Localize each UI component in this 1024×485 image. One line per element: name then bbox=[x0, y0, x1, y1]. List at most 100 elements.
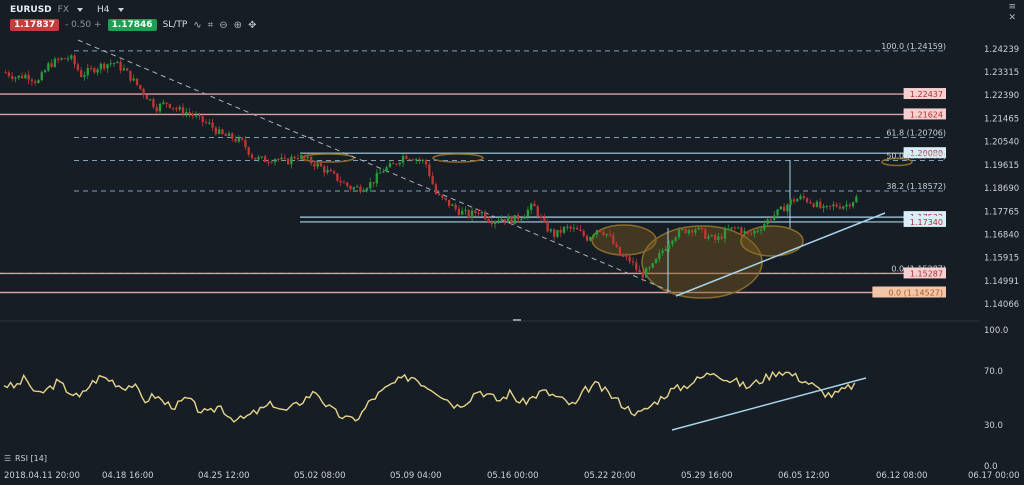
candle-body bbox=[267, 162, 270, 164]
candle-body bbox=[57, 58, 60, 60]
candle-body bbox=[470, 210, 474, 218]
sltp-button[interactable]: SL/TP bbox=[162, 20, 188, 30]
candle-body bbox=[132, 78, 135, 81]
candle-body bbox=[257, 156, 260, 160]
candle-body bbox=[746, 231, 750, 234]
candle-body bbox=[733, 227, 736, 229]
candle-body bbox=[408, 159, 411, 161]
candle-body bbox=[70, 55, 73, 59]
fib-level-label: 100.0 (1.24159) bbox=[881, 42, 946, 51]
candle-body bbox=[37, 80, 40, 83]
level-price-tag: 1.21624 bbox=[903, 108, 946, 120]
fib-level-label: 61.8 (1.20706) bbox=[886, 128, 946, 137]
candle-body bbox=[589, 237, 592, 241]
candle-body bbox=[86, 67, 89, 76]
rsi-trendline[interactable] bbox=[671, 377, 867, 431]
candle-body bbox=[799, 196, 802, 200]
zoom-in-icon[interactable]: ⊕ bbox=[233, 19, 243, 31]
price-tick-label: 1.14066 bbox=[984, 300, 1019, 310]
price-tick-label: 1.22390 bbox=[984, 91, 1019, 101]
candle-body bbox=[556, 230, 559, 237]
candle-body bbox=[40, 72, 43, 81]
candle-body bbox=[185, 111, 188, 115]
price-axis: 1.24239 1.23315 1.22390 1.21465 1.20540 1.196… bbox=[984, 45, 1019, 310]
candle-body bbox=[730, 227, 733, 229]
candle-body bbox=[805, 198, 809, 203]
candle-body bbox=[401, 155, 405, 163]
close-icon[interactable]: ✕ bbox=[1008, 13, 1016, 23]
candle-body bbox=[842, 206, 845, 209]
candle-body bbox=[273, 158, 277, 163]
ask-price-button[interactable]: 1.17846 bbox=[107, 19, 157, 31]
candle-body bbox=[208, 122, 211, 124]
time-tick-label: 05.29 16:00 bbox=[681, 471, 733, 481]
timeframe-dropdown-icon[interactable] bbox=[117, 8, 124, 12]
bid-price-button[interactable]: 1.17837 bbox=[10, 19, 59, 31]
rsi-menu-icon[interactable]: ☰ bbox=[4, 454, 11, 463]
candle-body bbox=[27, 74, 30, 80]
time-tick-label: 05.09 04:00 bbox=[390, 471, 442, 481]
downtrend-line[interactable] bbox=[77, 39, 673, 293]
candle-body bbox=[828, 205, 832, 207]
candle-body bbox=[851, 202, 855, 207]
candle-body bbox=[155, 107, 158, 112]
level-price-tag-bg bbox=[903, 215, 946, 227]
uptrend-line[interactable] bbox=[675, 212, 886, 297]
symbol-label[interactable]: EURUSD bbox=[10, 5, 52, 15]
symbol-dropdown-icon[interactable] bbox=[77, 8, 83, 12]
zoom-out-icon[interactable]: ⊖ bbox=[219, 19, 228, 31]
candle-body bbox=[530, 203, 533, 210]
candle-body bbox=[195, 115, 198, 117]
time-tick-label: 05.16 00:00 bbox=[487, 471, 539, 481]
level-labels: 100.0 (1.24159) 1.22437 1.21624 61.8 (1.207… bbox=[872, 42, 946, 298]
candle-body bbox=[270, 162, 273, 164]
spread-control[interactable]: - 0.50 + bbox=[65, 20, 102, 30]
level-price-tag: 1.20080 bbox=[903, 147, 946, 159]
compare-icon[interactable]: ⌗ bbox=[207, 19, 214, 31]
candle-body bbox=[756, 230, 759, 232]
candle-body bbox=[786, 204, 789, 212]
candle-body bbox=[89, 67, 93, 69]
horizontal-levels bbox=[0, 50, 946, 294]
candle-body bbox=[585, 235, 589, 241]
level-price-tag-bg bbox=[872, 286, 946, 298]
candle-body bbox=[625, 256, 628, 258]
crosshair-icon[interactable]: ✥ bbox=[248, 19, 257, 31]
candle-body bbox=[66, 58, 70, 60]
symbol-row: EURUSD FX H4 bbox=[10, 5, 124, 15]
candle-body bbox=[329, 169, 332, 172]
candle-body bbox=[438, 193, 441, 196]
candle-body bbox=[796, 199, 799, 202]
candle-body bbox=[454, 204, 457, 209]
panel-resize-handle[interactable] bbox=[513, 319, 521, 321]
candle-body bbox=[60, 58, 63, 60]
candle-body bbox=[536, 206, 539, 217]
level-price-tag-text: 1.20080 bbox=[910, 149, 943, 158]
candle-body bbox=[720, 236, 723, 239]
candle-body bbox=[507, 216, 510, 222]
candle-body bbox=[240, 137, 244, 140]
candle-body bbox=[605, 234, 608, 236]
candle-body bbox=[411, 159, 415, 161]
candle-body bbox=[769, 219, 773, 221]
time-axis: 2018.04.11 20:00 04.18 16:00 04.25 12:00 05… bbox=[4, 471, 1020, 481]
level-price-tag: 1.17340 bbox=[903, 215, 946, 227]
indicator-icon[interactable]: ∿ bbox=[193, 19, 202, 31]
candle-body bbox=[434, 184, 438, 194]
candle-body bbox=[53, 58, 57, 67]
candle-body bbox=[395, 163, 398, 165]
candle-body bbox=[648, 267, 651, 269]
level-price-tag-bg bbox=[903, 267, 946, 279]
time-tick-label: 05.02 08:00 bbox=[294, 471, 346, 481]
candle-body bbox=[313, 163, 316, 167]
candle-body bbox=[96, 69, 99, 73]
candle-body bbox=[280, 157, 283, 160]
timeframe-label[interactable]: H4 bbox=[97, 5, 110, 15]
menu-icon[interactable]: ≡ bbox=[1008, 2, 1016, 12]
time-tick-label: 05.22 20:00 bbox=[584, 471, 636, 481]
level-price-tag-text: 1.17340 bbox=[910, 218, 943, 227]
candle-body bbox=[845, 204, 848, 207]
candle-body bbox=[559, 230, 562, 233]
candle-body bbox=[178, 107, 181, 110]
